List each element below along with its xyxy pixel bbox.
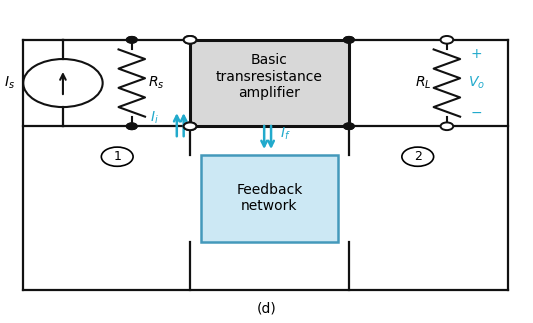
Text: $I_f$: $I_f$: [280, 126, 291, 142]
Text: Feedback
network: Feedback network: [236, 183, 303, 214]
Circle shape: [126, 123, 137, 130]
Text: (d): (d): [257, 301, 277, 315]
Circle shape: [344, 123, 354, 130]
Text: $+$: $+$: [470, 47, 482, 61]
Text: $-$: $-$: [470, 105, 482, 119]
Text: 1: 1: [114, 150, 121, 163]
Text: $R_L$: $R_L$: [415, 75, 431, 91]
Text: $I_s$: $I_s$: [4, 75, 15, 91]
Circle shape: [184, 122, 196, 130]
Circle shape: [184, 122, 196, 130]
Bar: [200, 155, 338, 242]
Circle shape: [344, 123, 354, 130]
Circle shape: [126, 36, 137, 43]
Text: $R_s$: $R_s$: [148, 75, 164, 91]
Text: $I_i$: $I_i$: [150, 110, 158, 127]
Circle shape: [184, 36, 196, 44]
Circle shape: [126, 123, 137, 130]
Text: 2: 2: [414, 150, 422, 163]
Bar: [190, 40, 349, 126]
Text: Basic
transresistance
amplifier: Basic transresistance amplifier: [216, 53, 323, 100]
Circle shape: [184, 36, 196, 44]
Circle shape: [440, 36, 453, 44]
Circle shape: [344, 36, 354, 43]
Circle shape: [344, 36, 354, 43]
Circle shape: [440, 122, 453, 130]
Circle shape: [185, 123, 195, 130]
Circle shape: [126, 36, 137, 43]
Text: $V_o$: $V_o$: [467, 75, 484, 91]
